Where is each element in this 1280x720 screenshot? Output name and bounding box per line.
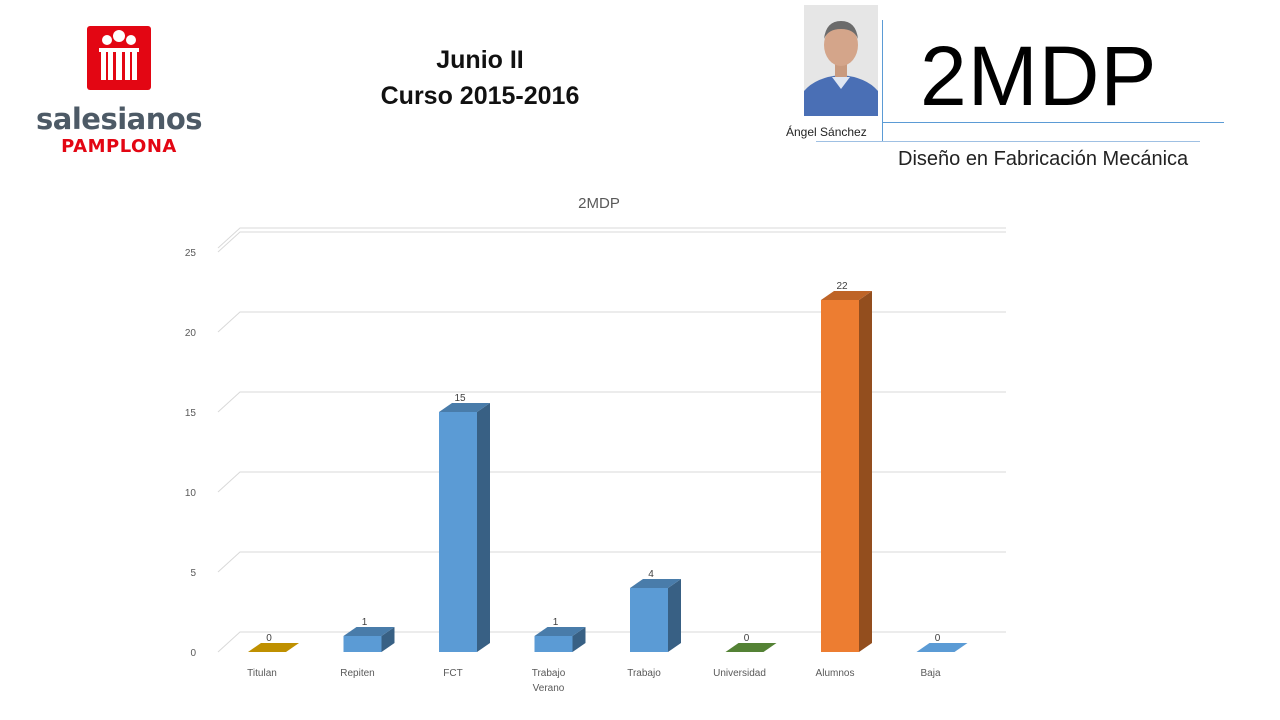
chart-bars [248, 291, 968, 652]
bar-front-2 [439, 412, 477, 652]
bar-5 [725, 643, 777, 652]
bar-side-1 [381, 627, 395, 652]
logo-emblem-icon [87, 26, 151, 90]
data-label-4: 4 [648, 569, 654, 580]
bar-side-4 [668, 579, 681, 652]
y-tick-label-2: 10 [185, 488, 197, 499]
bar-top-1 [343, 627, 395, 636]
program-name: Diseño en Fabricación Mecánica [898, 148, 1189, 170]
bar-front-6 [821, 300, 859, 652]
bar-6 [821, 291, 872, 652]
bar-top-6 [821, 291, 872, 300]
bar-chart: 2MDP 0 5 10 15 20 25 0 1 15 1 4 0 22 0 Titulan Repite… [185, 195, 1006, 694]
data-label-3: 1 [553, 617, 559, 628]
bar-0 [248, 643, 299, 652]
bar-top-2 [439, 403, 490, 412]
gridline-4 [217, 311, 1006, 333]
x-tick-label-2: FCT [443, 668, 462, 679]
data-label-6: 22 [836, 281, 848, 292]
bar-front-3 [534, 636, 573, 652]
gridline-3 [217, 391, 1006, 413]
bar-7 [916, 643, 968, 652]
data-label-7: 0 [935, 633, 941, 644]
gridline-top [217, 227, 1006, 249]
logo-city: PAMPLONA [61, 136, 177, 157]
title-line-1: Junio II [436, 46, 524, 74]
x-tick-label-4: Trabajo [627, 668, 661, 679]
bar-top-0 [248, 643, 299, 652]
x-tick-label-6: Alumnos [816, 668, 855, 679]
bar-2 [439, 403, 490, 652]
x-tick-label-3-0: Trabajo [532, 668, 566, 679]
y-tick-label-3: 15 [185, 408, 197, 419]
gridline-5 [217, 231, 1006, 253]
y-tick-label-1: 5 [190, 568, 196, 579]
bar-top-7 [916, 643, 968, 652]
chart-title: 2MDP [578, 195, 620, 212]
bar-side-3 [572, 627, 586, 652]
x-tick-label-3-1: Verano [533, 683, 565, 694]
x-tick-label-1: Repiten [340, 668, 374, 679]
bar-4 [630, 579, 681, 652]
bar-front-4 [630, 588, 668, 652]
horizontal-rule-bottom [816, 141, 1200, 142]
bar-top-3 [534, 627, 586, 636]
gridline-1 [217, 551, 1006, 573]
page-title: Junio II Curso 2015-2016 [330, 42, 630, 114]
chart-grid [217, 227, 1006, 653]
y-tick-label-4: 20 [185, 328, 197, 339]
gridline-0 [217, 631, 1006, 653]
y-tick-label-5: 25 [185, 248, 197, 259]
horizontal-rule-top [882, 122, 1224, 123]
y-tick-label-0: 0 [190, 648, 196, 659]
data-label-1: 1 [362, 617, 368, 628]
data-label-0: 0 [266, 633, 272, 644]
x-tick-label-5: Universidad [713, 668, 766, 679]
author-photo [804, 5, 878, 116]
data-label-5: 0 [744, 633, 750, 644]
author-name: Ángel Sánchez [786, 125, 867, 139]
logo-wordmark: salesianos [36, 102, 203, 136]
bar-1 [343, 627, 395, 652]
group-code: 2MDP [920, 29, 1158, 123]
salesianos-logo: salesianos PAMPLONA [36, 26, 203, 158]
title-line-2: Curso 2015-2016 [380, 82, 580, 110]
x-tick-label-0: Titulan [247, 668, 277, 679]
y-axis: 0 5 10 15 20 25 [185, 248, 197, 659]
data-label-2: 15 [454, 393, 466, 404]
x-tick-label-7: Baja [920, 668, 940, 679]
bar-3 [534, 627, 586, 652]
bar-side-6 [859, 291, 872, 652]
bar-front-1 [343, 636, 382, 652]
bar-side-2 [477, 403, 490, 652]
vertical-divider [882, 20, 883, 142]
x-axis: Titulan Repiten FCT Trabajo Verano Trabajo Uni… [247, 668, 941, 694]
gridline-2 [217, 471, 1006, 493]
bar-top-5 [725, 643, 777, 652]
bar-top-4 [630, 579, 681, 588]
data-labels: 0 1 15 1 4 0 22 0 [266, 281, 941, 644]
